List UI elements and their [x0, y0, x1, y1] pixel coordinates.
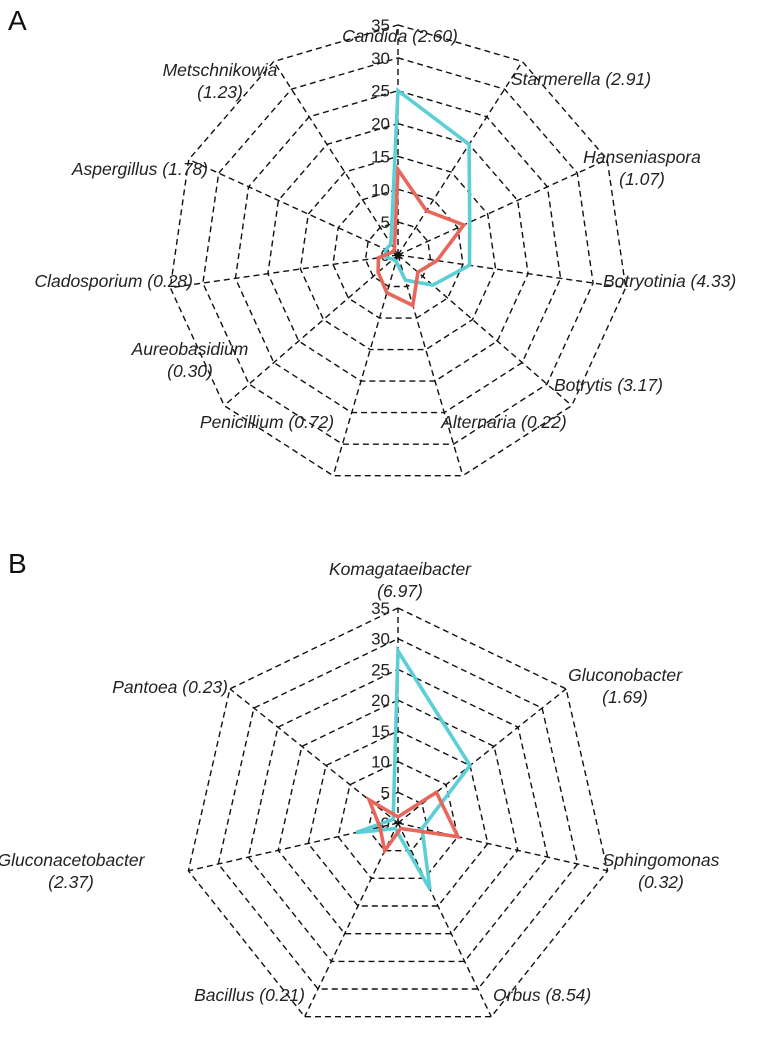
center-asterisk: * [394, 247, 403, 272]
category-value: (6.97) [377, 581, 423, 601]
category-name: Hanseniaspora [583, 147, 701, 167]
grid-spoke [273, 61, 399, 256]
tick-label: 20 [371, 691, 390, 710]
panel-letter: A [8, 5, 27, 36]
grid-spoke [397, 254, 464, 476]
category-label: Hanseniaspora (1.07) [583, 147, 701, 189]
tick-label: 5 [381, 783, 390, 802]
category-label: Pantoea (0.23) [112, 677, 228, 697]
grid-ring [299, 155, 497, 351]
grid-spoke [397, 254, 573, 407]
series-line-2 [376, 164, 467, 309]
tick-label: 25 [371, 82, 390, 101]
category-label: Candida (2.60) [342, 26, 458, 46]
category-label: Penicillium (0.72) [200, 412, 334, 432]
grid-spoke [397, 822, 492, 1018]
center-asterisk: * [394, 815, 403, 840]
tick-label: 15 [371, 722, 390, 741]
grid-ring [169, 24, 627, 477]
category-label: Aspergillus (1.78) [71, 159, 208, 179]
grid-spoke [223, 254, 399, 407]
category-name: Gluconacetobacter [0, 850, 146, 870]
series-line-1 [383, 87, 472, 287]
category-label: Gluconobacter (1.69) [568, 665, 683, 707]
series-line-1 [355, 645, 473, 891]
tick-label: 35 [371, 16, 390, 35]
category-label: Alternaria (0.22) [440, 412, 566, 432]
grid-spoke [188, 158, 399, 256]
panel-letter: B [8, 548, 27, 579]
category-value: (2.37) [48, 872, 94, 892]
grid-spoke [397, 61, 523, 256]
grid-ring [217, 637, 579, 990]
series-line-2 [365, 789, 461, 856]
category-name: Komagataeibacter [329, 559, 472, 579]
category-name: Sphingomonas [603, 850, 720, 870]
tick-label: 20 [371, 115, 390, 134]
category-label: Komagataeibacter (6.97) [329, 559, 472, 601]
tick-label: 25 [371, 660, 390, 679]
tick-label: 10 [371, 753, 390, 772]
grid-ring [307, 730, 489, 907]
category-label: Botryotinia (4.33) [603, 271, 736, 291]
grid-ring [364, 221, 432, 288]
grid-ring [247, 668, 549, 963]
grid-ring [202, 57, 594, 445]
tick-label: 30 [371, 630, 390, 649]
grid-spoke [170, 254, 399, 289]
grid-spoke [397, 822, 608, 872]
category-label: Botrytis (3.17) [554, 375, 663, 395]
category-label: Orbus (8.54) [493, 985, 591, 1005]
category-name: Metschnikowia [163, 60, 278, 80]
grid-spoke [397, 158, 608, 256]
grid-spoke [397, 254, 626, 289]
category-value: (1.23) [197, 82, 243, 102]
category-label: Metschnikowia (1.23) [163, 60, 278, 102]
category-label: Gluconacetobacter (2.37) [0, 850, 146, 892]
category-value: (0.32) [638, 872, 684, 892]
grid-ring [267, 122, 529, 382]
category-label: Aureobasidium (0.30) [131, 339, 249, 381]
category-value: (0.30) [167, 361, 213, 381]
grid-spoke [332, 254, 399, 476]
category-name: Aureobasidium [131, 339, 249, 359]
grid-spoke [304, 822, 399, 1018]
tick-label: 30 [371, 49, 390, 68]
category-label: Starmerella (2.91) [511, 69, 651, 89]
category-value: (1.07) [619, 169, 665, 189]
grid-ring [277, 699, 519, 935]
tick-label: 35 [371, 599, 390, 618]
grid-ring [332, 188, 464, 319]
tick-label: 15 [371, 147, 390, 166]
tick-label: 10 [371, 180, 390, 199]
category-name: Gluconobacter [568, 665, 683, 685]
tick-label: 5 [381, 213, 390, 232]
category-value: (1.69) [602, 687, 648, 707]
grid-ring [187, 607, 609, 1018]
category-label: Cladosporium (0.28) [34, 271, 193, 291]
category-label: Sphingomonas (0.32) [603, 850, 720, 892]
category-label: Bacillus (0.21) [194, 985, 305, 1005]
